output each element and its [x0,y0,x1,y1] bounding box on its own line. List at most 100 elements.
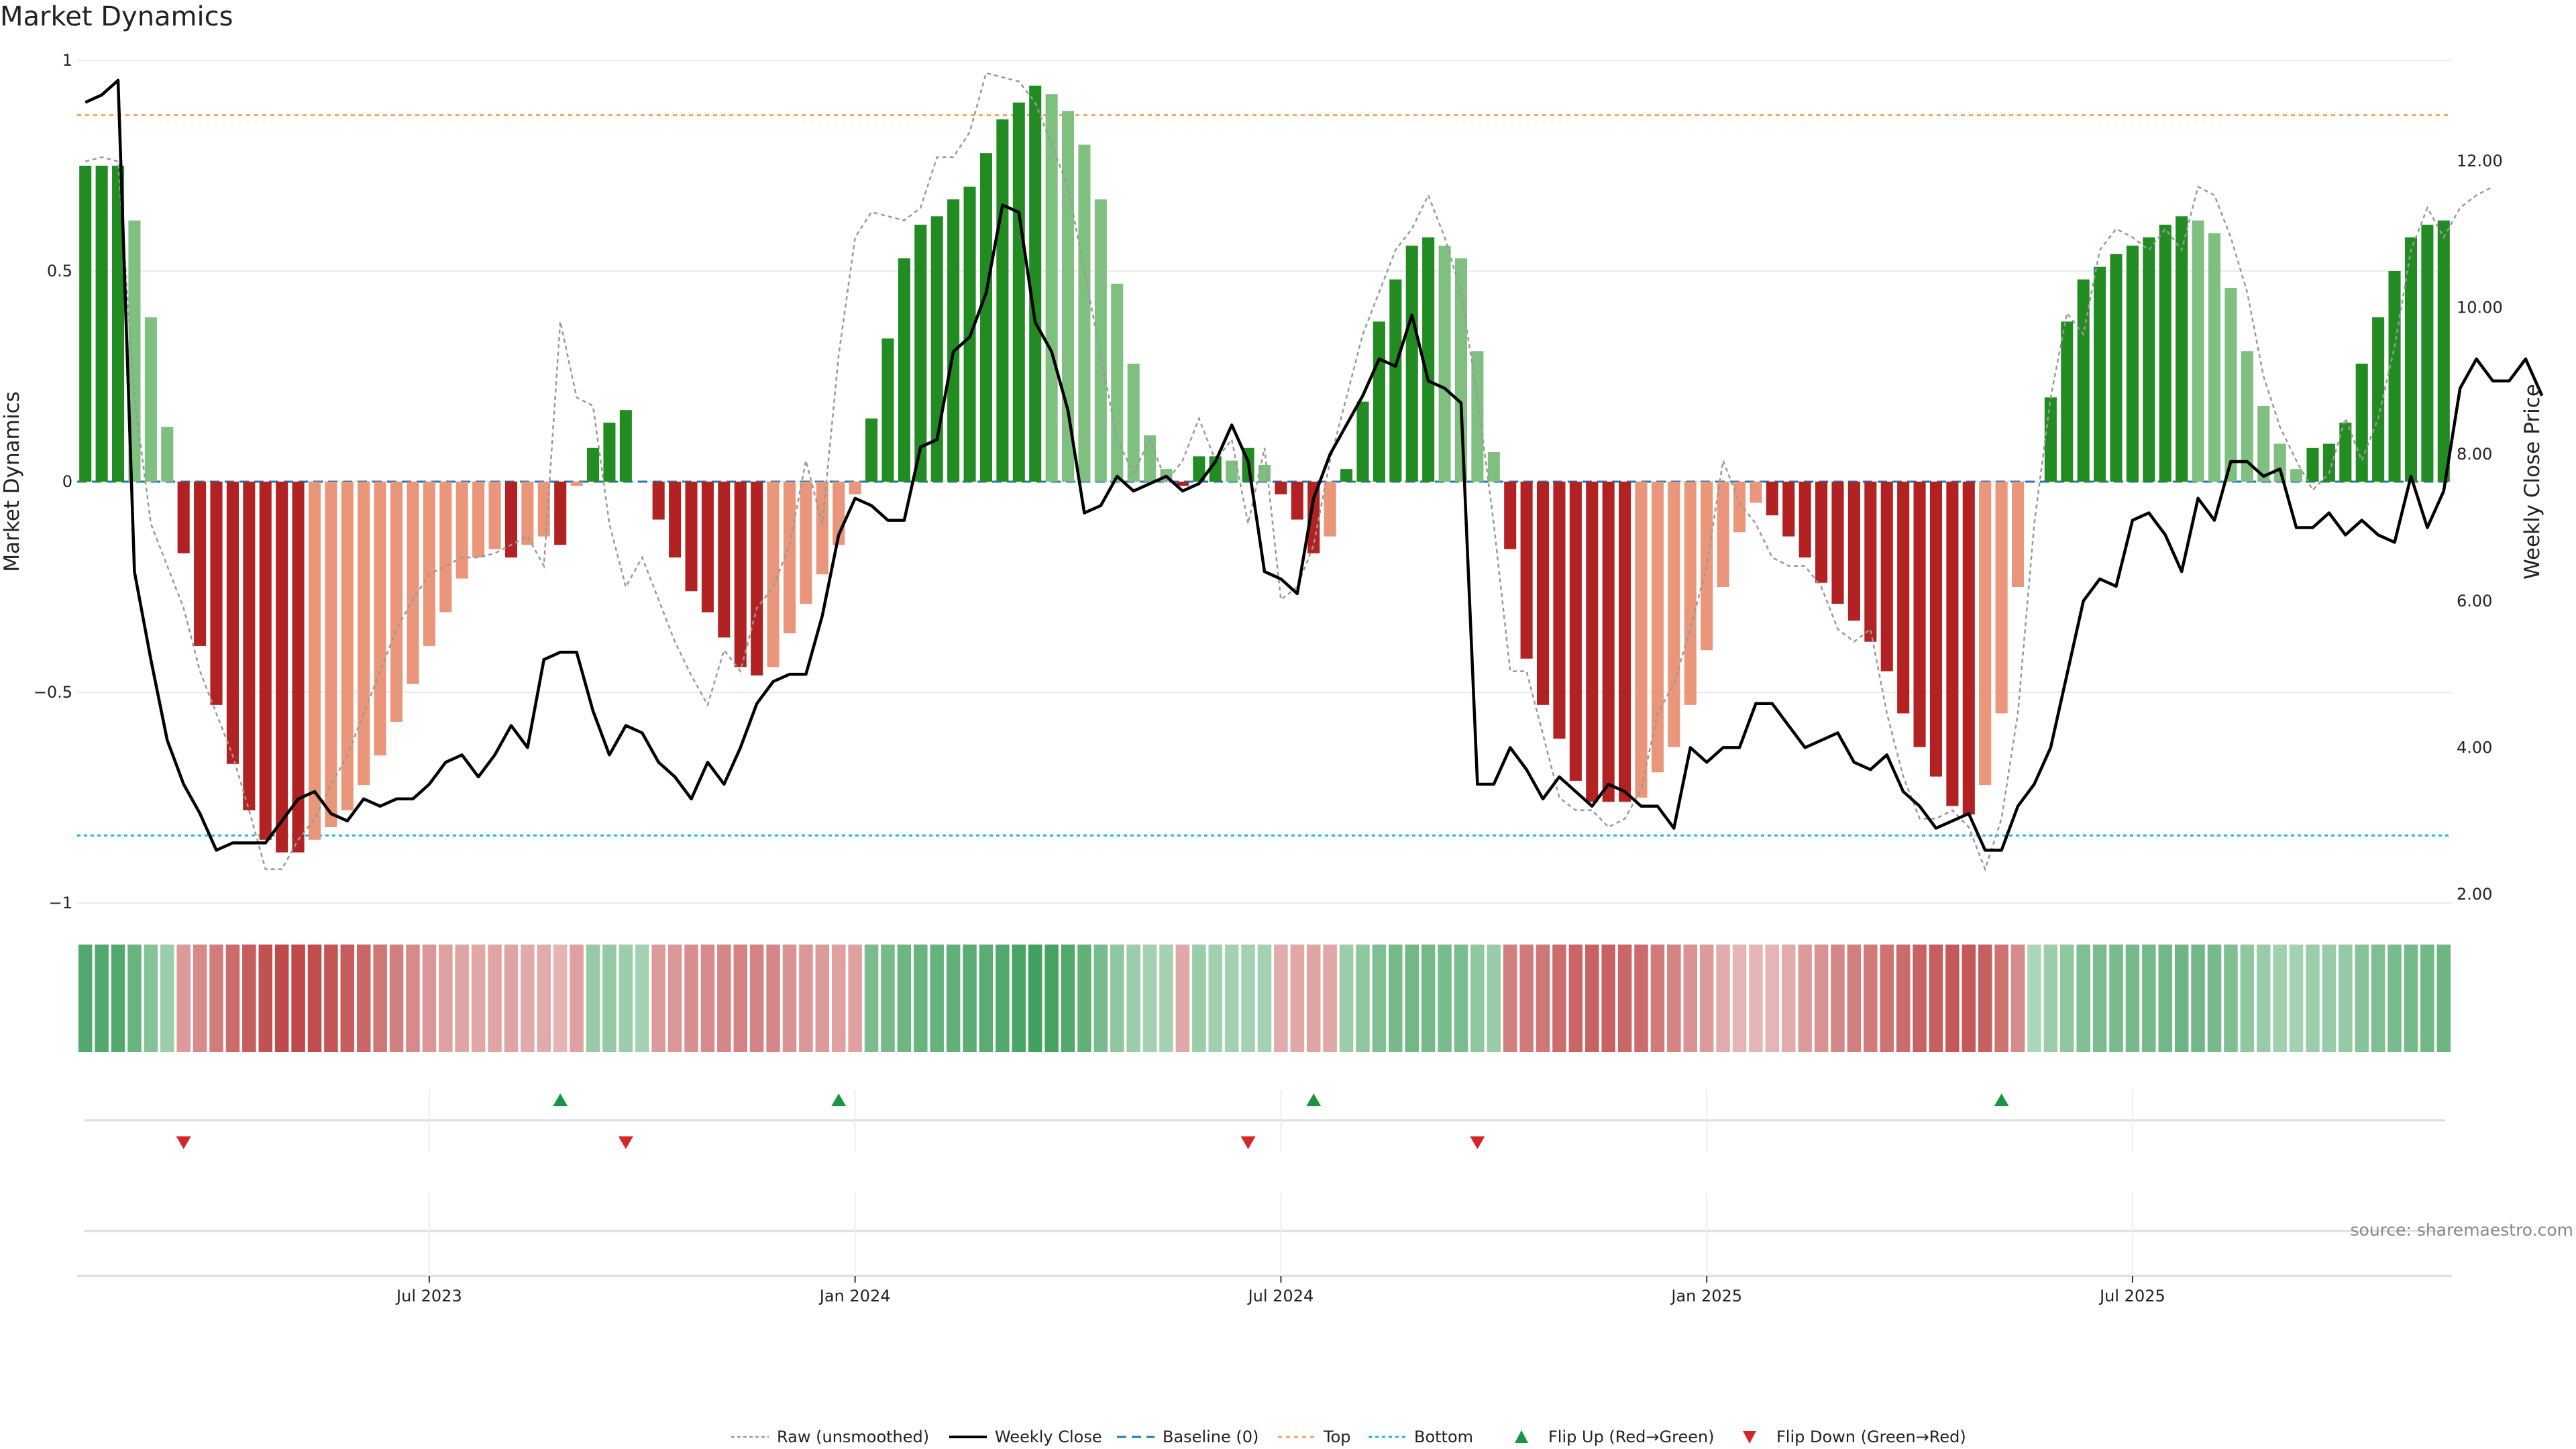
y-tick-label: −0.5 [34,683,72,702]
y-tick-label: −1 [49,894,72,912]
bar [1553,482,1566,739]
regime-cell [1470,945,1485,1052]
bar [2437,220,2450,482]
regime-cell [717,945,731,1052]
regime-cell [1831,945,1845,1052]
bar [1847,482,1860,621]
bar [1291,482,1303,520]
bar [407,482,419,684]
bar [2143,237,2155,482]
legend-swatch-flip-up [1515,1430,1528,1443]
regime-cell [553,945,568,1052]
bar [1209,456,1222,482]
regime-cell [95,945,109,1052]
regime-cell [1552,945,1566,1052]
y2-tick-label: 4.00 [2457,738,2492,757]
bar [1635,482,1648,798]
regime-cell [1716,945,1730,1052]
x-tick-label: Jul 2025 [2098,1287,2165,1305]
bar [455,482,468,579]
bar [1913,482,1926,747]
regime-cell [946,945,961,1052]
regime-cell [831,945,846,1052]
bar [1799,482,1811,558]
regime-cell [1847,945,1862,1052]
regime-cell [2174,945,2189,1052]
regime-cell [1601,945,1615,1052]
legend-swatch-flip-down [1743,1431,1756,1444]
x-tick-label: Jan 2024 [818,1287,891,1305]
regime-cell [2092,945,2107,1052]
flip-down-marker [1470,1136,1485,1149]
regime-cell [2355,945,2369,1052]
regime-cell [111,945,125,1052]
bar [1569,482,1582,781]
regime-cell [2027,945,2041,1052]
bar [1405,246,1418,482]
bar [308,482,321,840]
bar [2355,364,2368,482]
bar [2306,447,2319,482]
bar [390,482,403,722]
regime-cell [2436,945,2451,1052]
regime-cell [1421,945,1436,1052]
regime-cell [1536,945,1550,1052]
regime-cell [1175,945,1190,1052]
regime-cell [225,945,240,1052]
regime-cell [996,945,1010,1052]
legend-label: Flip Up (Red→Green) [1548,1428,1715,1446]
regime-cell [1257,945,1272,1052]
regime-cell [2158,945,2173,1052]
regime-cell [2387,945,2402,1052]
regime-cell [2420,945,2434,1052]
regime-cell [1339,945,1354,1052]
bar [2257,405,2270,482]
regime-cell [1077,945,1091,1052]
regime-cell [848,945,862,1052]
regime-cell [766,945,780,1052]
regime-cell [1389,945,1403,1052]
regime-cell [897,945,912,1052]
bar [603,423,616,482]
regime-cell [1093,945,1108,1052]
regime-cell [619,945,633,1052]
bar [2290,469,2303,482]
bar [734,482,747,667]
flip-up-marker [1994,1093,2009,1106]
bar [587,447,600,482]
regime-cell [2207,945,2222,1052]
regime-cell [471,945,486,1052]
bar [423,482,435,646]
bar [1995,482,2008,714]
regime-cell [1454,945,1468,1052]
regime-cell [2256,945,2271,1052]
legend-label: Weekly Close [995,1428,1102,1446]
regime-cell [340,945,355,1052]
regime-cell [2043,945,2058,1052]
bar [751,482,763,676]
regime-cell [963,945,977,1052]
regime-cell [1585,945,1599,1052]
bar [292,482,305,853]
regime-cell [1683,945,1698,1052]
bars-layer [79,85,2450,853]
regime-cell [602,945,616,1052]
regime-cell [209,945,223,1052]
regime-cell [2322,945,2337,1052]
y-axis-label: Market Dynamics [0,391,24,572]
bar [1307,482,1320,553]
regime-cell [1634,945,1648,1052]
regime-cell [1798,945,1812,1052]
close-series-layer [85,78,2544,852]
regime-cell [1617,945,1632,1052]
bar [259,482,272,840]
bar [1275,482,1287,494]
regime-cell [1913,945,1927,1052]
bar [1831,482,1844,604]
bar [2077,279,2090,482]
regime-cell [2109,945,2123,1052]
bar [1537,482,1550,705]
regime-cell [2306,945,2320,1052]
regime-cell [324,945,338,1052]
bar [276,482,288,853]
